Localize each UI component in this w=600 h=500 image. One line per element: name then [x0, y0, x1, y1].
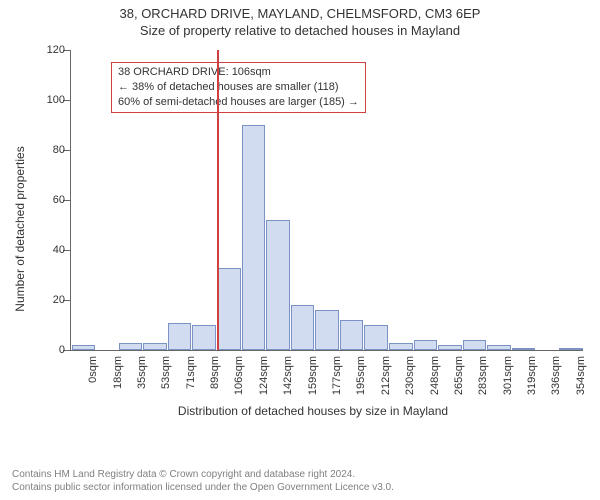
bar	[242, 125, 266, 350]
bar	[487, 345, 511, 350]
bar	[119, 343, 143, 351]
chart-area: Number of detached properties 38 ORCHARD…	[38, 44, 588, 414]
bar	[143, 343, 167, 351]
bar	[389, 343, 413, 351]
bar	[340, 320, 364, 350]
y-tick-label: 0	[41, 344, 65, 356]
x-tick-label: 248sqm	[429, 356, 441, 395]
y-tick-label: 60	[41, 194, 65, 206]
bar	[414, 340, 438, 350]
bar	[168, 323, 192, 351]
x-tick-label: 336sqm	[550, 356, 562, 395]
info-line-1: 38 ORCHARD DRIVE: 106sqm	[118, 65, 359, 80]
x-tick-label: 230sqm	[404, 356, 416, 395]
info-line-3: 60% of semi-detached houses are larger (…	[118, 95, 359, 110]
x-tick-label: 301sqm	[502, 356, 514, 395]
bar	[512, 348, 536, 351]
info-box: 38 ORCHARD DRIVE: 106sqm ← 38% of detach…	[111, 62, 366, 113]
x-tick-label: 0sqm	[87, 356, 99, 383]
bar	[463, 340, 487, 350]
x-tick-label: 53sqm	[160, 356, 172, 389]
bar	[559, 348, 583, 351]
bar	[217, 268, 241, 351]
x-tick-label: 195sqm	[355, 356, 367, 395]
bar	[315, 310, 339, 350]
y-tick-label: 40	[41, 244, 65, 256]
x-tick-label: 71sqm	[185, 356, 197, 389]
x-tick-label: 18sqm	[112, 356, 124, 389]
x-tick-label: 354sqm	[575, 356, 587, 395]
info-line-2: ← 38% of detached houses are smaller (11…	[118, 80, 359, 95]
y-tick-label: 120	[41, 44, 65, 56]
x-tick-label: 319sqm	[526, 356, 538, 395]
x-tick-label: 177sqm	[331, 356, 343, 395]
footer-attribution: Contains HM Land Registry data © Crown c…	[12, 468, 394, 494]
bar	[266, 220, 290, 350]
y-axis-label: Number of detached properties	[13, 146, 27, 311]
x-tick-label: 159sqm	[307, 356, 319, 395]
bar	[438, 345, 462, 350]
x-tick-label: 124sqm	[258, 356, 270, 395]
footer-line-2: Contains public sector information licen…	[12, 481, 394, 494]
bar	[192, 325, 216, 350]
bar	[72, 345, 96, 350]
bar	[291, 305, 315, 350]
footer-line-1: Contains HM Land Registry data © Crown c…	[12, 468, 394, 481]
page-title: 38, ORCHARD DRIVE, MAYLAND, CHELMSFORD, …	[0, 0, 600, 21]
x-tick-label: 106sqm	[233, 356, 245, 395]
x-tick-label: 283sqm	[477, 356, 489, 395]
y-tick-label: 20	[41, 294, 65, 306]
x-axis-label: Distribution of detached houses by size …	[38, 404, 588, 418]
marker-line	[217, 50, 219, 350]
x-tick-label: 265sqm	[453, 356, 465, 395]
page-subtitle: Size of property relative to detached ho…	[0, 21, 600, 38]
y-tick-label: 100	[41, 94, 65, 106]
x-tick-label: 142sqm	[282, 356, 294, 395]
x-tick-label: 89sqm	[209, 356, 221, 389]
bar	[364, 325, 388, 350]
plot-area: 38 ORCHARD DRIVE: 106sqm ← 38% of detach…	[70, 50, 583, 351]
y-tick-label: 80	[41, 144, 65, 156]
chart-container: 38, ORCHARD DRIVE, MAYLAND, CHELMSFORD, …	[0, 0, 600, 500]
x-tick-label: 35sqm	[136, 356, 148, 389]
x-tick-label: 212sqm	[380, 356, 392, 395]
